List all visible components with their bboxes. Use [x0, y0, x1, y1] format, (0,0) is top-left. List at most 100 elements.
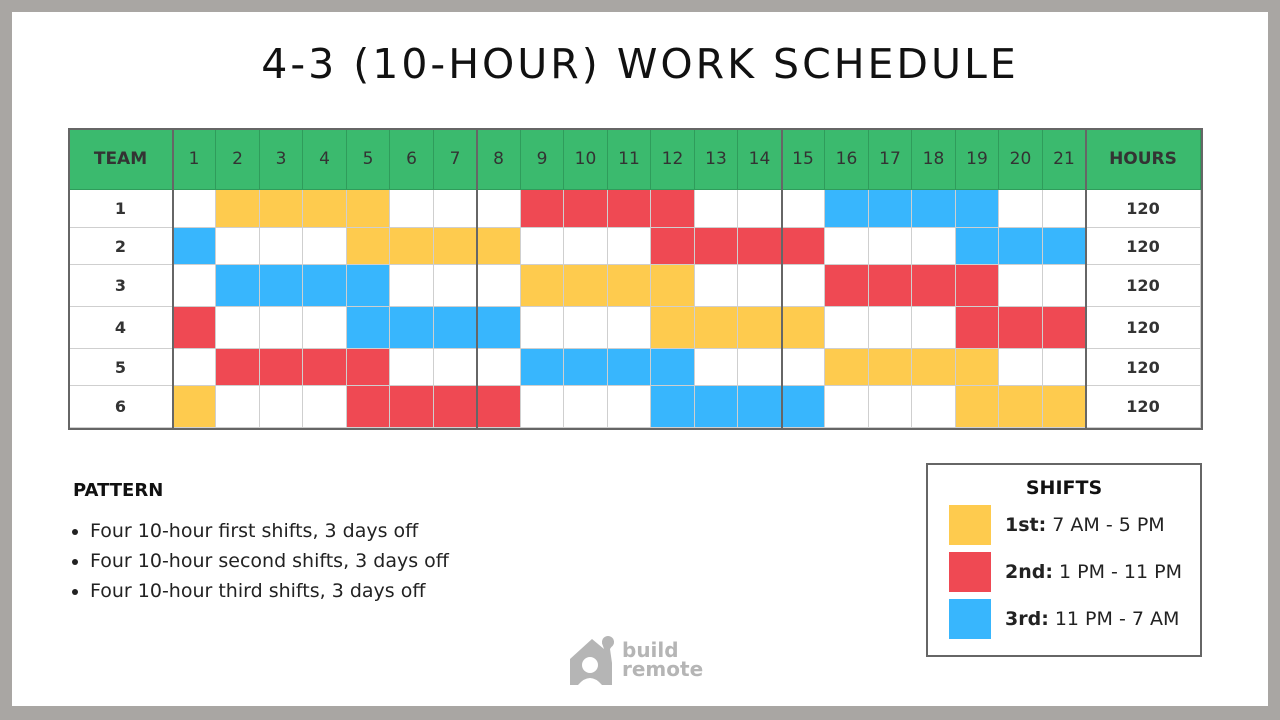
shift-cell-1 — [260, 190, 303, 228]
legend-item-third: 3rd: 11 PM - 7 AM — [949, 599, 1179, 639]
shift-cell-off — [260, 228, 303, 265]
shift-cell-3 — [782, 386, 825, 428]
shift-cell-off — [608, 307, 651, 349]
shift-cell-3 — [651, 386, 695, 428]
day-header: 6 — [390, 129, 434, 190]
shift-cell-off — [216, 307, 260, 349]
shift-cell-3 — [477, 307, 521, 349]
shift-cell-off — [782, 190, 825, 228]
second-shift-swatch — [949, 552, 991, 592]
shift-cell-1 — [999, 386, 1043, 428]
day-header: 9 — [521, 129, 564, 190]
legend-time: 1 PM - 11 PM — [1059, 561, 1182, 583]
house-icon — [570, 636, 614, 685]
shift-cell-3 — [390, 307, 434, 349]
shift-cell-3 — [956, 228, 999, 265]
legend-item-first: 1st: 7 AM - 5 PM — [949, 505, 1165, 545]
shift-cell-1 — [347, 228, 390, 265]
shifts-legend: SHIFTS 1st: 7 AM - 5 PM 2nd: 1 PM - 11 P… — [926, 463, 1202, 657]
shift-cell-off — [738, 190, 782, 228]
shift-cell-off — [173, 265, 216, 307]
shift-cell-3 — [912, 190, 956, 228]
shift-cell-off — [521, 307, 564, 349]
week-divider — [1085, 128, 1087, 430]
day-header: 17 — [869, 129, 912, 190]
first-shift-swatch — [949, 505, 991, 545]
shift-cell-off — [999, 265, 1043, 307]
shift-cell-off — [303, 386, 347, 428]
shift-cell-off — [216, 386, 260, 428]
hours-value: 120 — [1086, 307, 1201, 349]
legend-label: 2nd: — [1005, 561, 1053, 583]
team-header: TEAM — [69, 129, 173, 190]
shift-cell-3 — [347, 307, 390, 349]
legend-label: 1st: — [1005, 514, 1047, 536]
shift-cell-3 — [869, 190, 912, 228]
day-header: 4 — [303, 129, 347, 190]
legend-time: 7 AM - 5 PM — [1052, 514, 1165, 536]
shift-cell-off — [173, 349, 216, 386]
day-header: 14 — [738, 129, 782, 190]
hours-value: 120 — [1086, 386, 1201, 428]
buildremote-logo: build remote — [568, 633, 703, 687]
team-number: 2 — [69, 228, 173, 265]
shift-cell-off — [738, 265, 782, 307]
shift-cell-2 — [782, 228, 825, 265]
shift-cell-off — [869, 386, 912, 428]
day-header: 7 — [434, 129, 477, 190]
day-header: 8 — [477, 129, 521, 190]
shift-cell-3 — [521, 349, 564, 386]
shift-cell-2 — [651, 190, 695, 228]
hours-header: HOURS — [1086, 129, 1201, 190]
shift-cell-off — [912, 228, 956, 265]
pattern-item: Four 10-hour first shifts, 3 days off — [90, 516, 449, 546]
shift-cell-off — [434, 265, 477, 307]
legend-label: 3rd: — [1005, 608, 1049, 630]
shift-cell-1 — [477, 228, 521, 265]
shift-cell-off — [869, 307, 912, 349]
day-header: 3 — [260, 129, 303, 190]
shift-cell-off — [825, 386, 869, 428]
day-header: 16 — [825, 129, 869, 190]
week-divider — [172, 128, 174, 430]
shift-cell-3 — [173, 228, 216, 265]
legend-time: 11 PM - 7 AM — [1054, 608, 1180, 630]
shift-cell-off — [608, 386, 651, 428]
shift-cell-off — [173, 190, 216, 228]
shift-cell-1 — [608, 265, 651, 307]
shift-cell-1 — [695, 307, 738, 349]
team-number: 5 — [69, 349, 173, 386]
day-header: 18 — [912, 129, 956, 190]
shift-cell-off — [477, 190, 521, 228]
shift-cell-3 — [608, 349, 651, 386]
shift-cell-3 — [738, 386, 782, 428]
hours-value: 120 — [1086, 265, 1201, 307]
shift-cell-3 — [1043, 228, 1086, 265]
shift-cell-2 — [521, 190, 564, 228]
shift-cell-off — [434, 349, 477, 386]
shift-cell-3 — [260, 265, 303, 307]
shift-cell-off — [564, 307, 608, 349]
logo-text-build: build — [622, 638, 679, 662]
shift-cell-off — [869, 228, 912, 265]
shift-cell-off — [390, 190, 434, 228]
shift-cell-1 — [869, 349, 912, 386]
week-divider — [476, 128, 478, 430]
shift-cell-off — [695, 349, 738, 386]
shift-cell-off — [782, 265, 825, 307]
shift-cell-2 — [1043, 307, 1086, 349]
pattern-list: Four 10-hour first shifts, 3 days off Fo… — [70, 516, 449, 606]
shift-cell-2 — [869, 265, 912, 307]
shift-cell-1 — [564, 265, 608, 307]
shift-cell-1 — [738, 307, 782, 349]
shift-cell-off — [825, 228, 869, 265]
shift-cell-1 — [390, 228, 434, 265]
shift-cell-2 — [999, 307, 1043, 349]
shift-cell-1 — [347, 190, 390, 228]
logo-text-remote: remote — [622, 657, 704, 681]
pattern-item: Four 10-hour second shifts, 3 days off — [90, 546, 449, 576]
shift-cell-off — [1043, 190, 1086, 228]
day-header: 2 — [216, 129, 260, 190]
shift-cell-2 — [434, 386, 477, 428]
shift-cell-2 — [260, 349, 303, 386]
